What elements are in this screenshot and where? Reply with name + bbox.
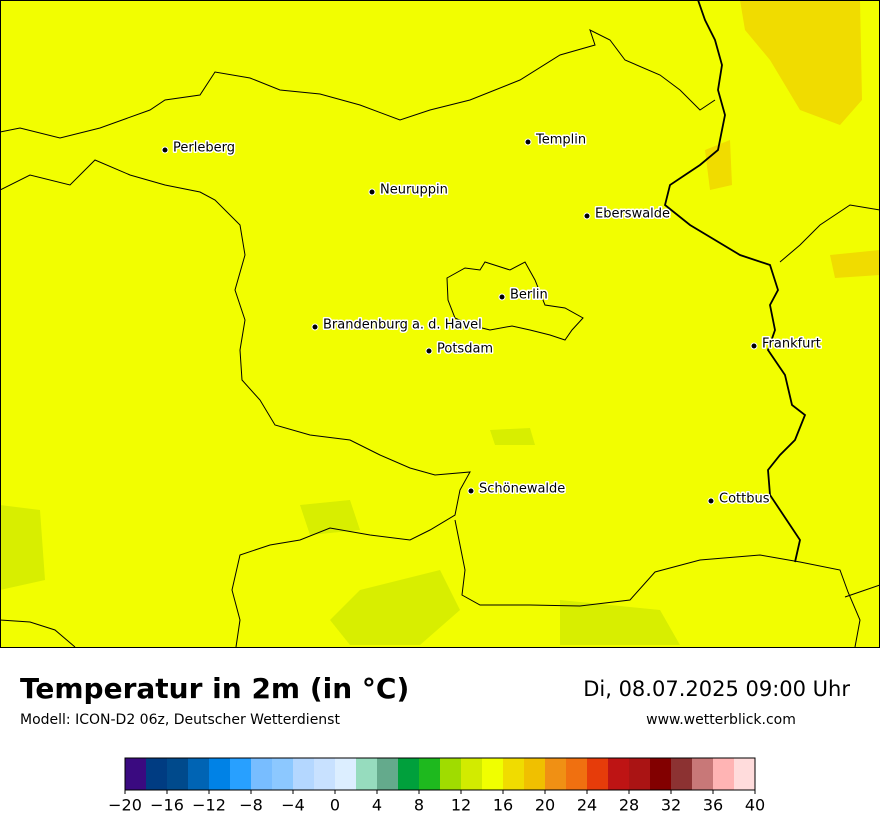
city-dot [161,146,169,154]
colorbar-tick-label: 12 [451,796,471,815]
colorbar-tick-label: −12 [192,796,226,815]
map-title: Temperatur in 2m (in °C) [20,672,409,705]
colorbar-bin [251,758,273,790]
map: Perleberg Neuruppin Templin Eberswalde Berli… [0,0,880,648]
colorbar-tick-label: −8 [239,796,263,815]
city-label: Brandenburg a. d. Havel [323,318,482,333]
city-dot [583,212,591,220]
colorbar-bin [503,758,525,790]
colorbar-bin [230,758,252,790]
colorbar-bin [713,758,735,790]
colorbar-bin [209,758,231,790]
city-dot [368,188,376,196]
colorbar-frame [124,757,756,791]
colorbar-tick-label: 8 [414,796,424,815]
colorbar-tick-label: 20 [535,796,555,815]
colorbar-tick-label: 28 [619,796,639,815]
colorbar-bin [272,758,294,790]
city-label: Berlin [510,288,548,303]
colorbar-bin [167,758,189,790]
cities: Perleberg Neuruppin Templin Eberswalde Berli… [161,131,822,508]
colorbar-bin [356,758,378,790]
map-subtitle: Modell: ICON-D2 06z, Deutscher Wetterdie… [20,712,340,728]
colorbar-tick-label: −16 [150,796,184,815]
city-dot [311,323,319,331]
colorbar: −20 −16 −12 −8 −4 0 4 8 12 16 20 24 28 32 36 40 [108,757,765,815]
colorbar-bin [482,758,504,790]
city-label: Eberswalde [595,207,670,222]
city-dot [498,293,506,301]
city-label: Neuruppin [380,183,448,198]
colorbar-bin [608,758,630,790]
colorbar-bin [692,758,714,790]
city-label: Frankfurt [762,337,821,352]
colorbar-tick-label: 16 [493,796,513,815]
colorbar-bin [587,758,609,790]
colorbar-tick-label: 4 [372,796,382,815]
city-dot [750,342,758,350]
city-dot [425,347,433,355]
colorbar-bin [335,758,357,790]
city-dot [467,487,475,495]
colorbar-bin [734,758,756,790]
colorbar-bin [461,758,483,790]
colorbar-tick-label: 32 [661,796,681,815]
colorbar-bin [566,758,588,790]
borders [0,0,880,648]
colorbar-bin [293,758,315,790]
colorbar-bin [524,758,546,790]
colorbar-bin [377,758,399,790]
colorbar-bin [146,758,168,790]
city-label: Perleberg [173,141,235,156]
colorbar-bin [650,758,672,790]
colorbar-tick-label: 24 [577,796,597,815]
colorbar-tick-label: −4 [281,796,305,815]
city-label: Schönewalde [479,482,565,497]
colorbar-bin [398,758,420,790]
datetime: Di, 08.07.2025 09:00 Uhr [583,677,850,701]
colorbar-tick-label: 40 [745,796,765,815]
colorbar-bin [629,758,651,790]
colorbar-bin [545,758,567,790]
map-patches [0,0,880,645]
colorbar-tick-label: 0 [330,796,340,815]
city-dot [707,497,715,505]
website: www.wetterblick.com [646,712,796,728]
colorbar-bin [188,758,210,790]
colorbar-bin [125,758,147,790]
colorbar-bin [440,758,462,790]
colorbar-tick-label: −20 [108,796,142,815]
city-dot [524,138,532,146]
colorbar-bin [671,758,693,790]
city-label: Templin [535,133,586,148]
city-label: Potsdam [437,342,493,357]
city-label: Cottbus [719,492,770,507]
colorbar-bin [419,758,441,790]
colorbar-bin [314,758,336,790]
colorbar-tick-label: 36 [703,796,723,815]
